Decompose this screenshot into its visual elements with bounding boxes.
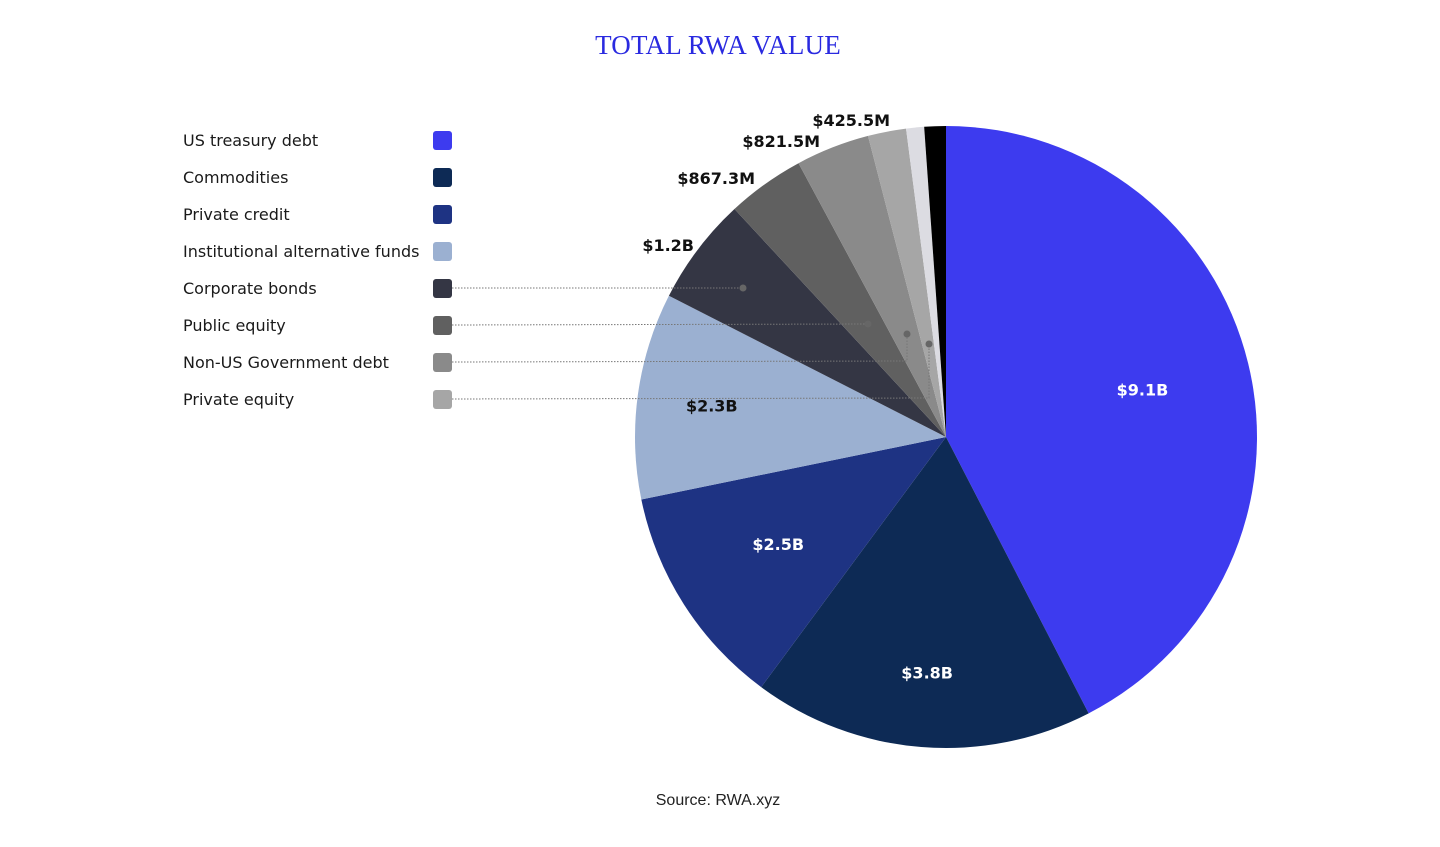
legend-label: Public equity	[183, 316, 286, 335]
pie-slice-us-treasury-debt	[946, 126, 1257, 714]
pie-slice-private-equity	[868, 128, 946, 437]
data-label: $1.2B	[642, 236, 694, 255]
pie-slice-institutional-alternative-funds	[634, 295, 946, 500]
legend-swatch	[433, 205, 452, 224]
data-label: $2.3B	[686, 396, 738, 415]
leader-dot	[739, 284, 747, 292]
legend-item: Commodities	[183, 168, 452, 187]
data-label: $9.1B	[1117, 380, 1169, 399]
pie-slice-public-equity	[734, 163, 946, 437]
data-label: $2.5B	[752, 535, 804, 554]
data-label: $867.3M	[677, 169, 755, 188]
legend-swatch	[433, 279, 452, 298]
pie-slice-corporate-bonds	[668, 209, 946, 437]
legend-label: Institutional alternative funds	[183, 242, 419, 261]
legend-swatch	[433, 353, 452, 372]
legend-label: Non-US Government debt	[183, 353, 389, 372]
pie-slice-non-us-government-debt	[798, 135, 946, 437]
legend-swatch	[433, 242, 452, 261]
legend-label: Commodities	[183, 168, 288, 187]
pie-slice-private-credit	[641, 437, 946, 688]
legend-item: Private credit	[183, 205, 452, 224]
leader-dot	[925, 340, 933, 348]
legend-label: Private equity	[183, 390, 294, 409]
pie-slice-unlabeled-8	[906, 126, 946, 438]
legend-item: Non-US Government debt	[183, 353, 452, 372]
data-label: $425.5M	[812, 111, 890, 130]
legend-swatch	[433, 316, 452, 335]
leader-line	[451, 344, 930, 400]
leader-dot	[864, 320, 872, 328]
data-label: $821.5M	[742, 132, 820, 151]
legend-label: Corporate bonds	[183, 279, 317, 298]
source-note: Source: RWA.xyz	[655, 792, 781, 809]
legend-item: Institutional alternative funds	[183, 242, 452, 261]
legend-swatch	[433, 390, 452, 409]
legend-item: Public equity	[183, 316, 452, 335]
legend-label: Private credit	[183, 205, 290, 224]
pie-slice-unlabeled-9	[924, 126, 946, 437]
leader-line	[451, 323, 869, 326]
chart-title: TOTAL RWA VALUE	[595, 30, 841, 60]
legend-label: US treasury debt	[183, 131, 318, 150]
legend-item: US treasury debt	[183, 131, 452, 150]
leader-dot	[903, 330, 911, 338]
legend-swatch	[433, 168, 452, 187]
legend-item: Corporate bonds	[183, 279, 452, 298]
legend-swatch	[433, 131, 452, 150]
legend-item: Private equity	[183, 390, 452, 409]
data-label: $3.8B	[901, 664, 953, 683]
pie-slice-commodities	[761, 437, 1089, 748]
